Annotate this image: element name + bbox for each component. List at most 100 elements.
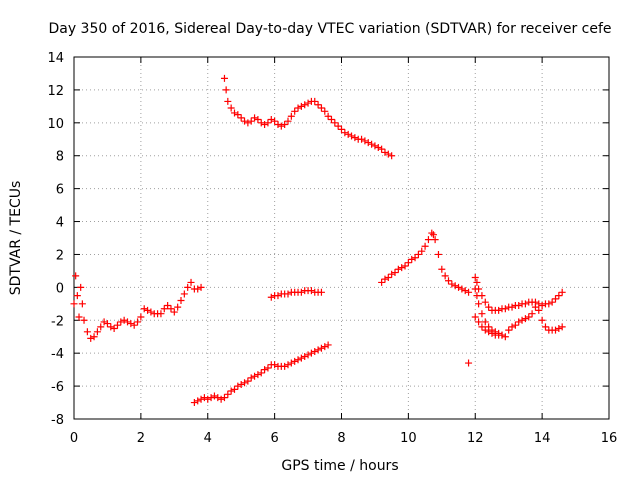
- data-point: [110, 325, 118, 332]
- x-tick-label: 16: [601, 431, 618, 446]
- y-tick-label: 2: [56, 248, 64, 263]
- data-point: [471, 313, 479, 321]
- data-point: [197, 395, 205, 403]
- data-point: [341, 129, 349, 137]
- y-tick-label: -4: [51, 347, 64, 362]
- x-tick-label: 4: [204, 431, 212, 446]
- data-point: [287, 359, 295, 367]
- data-point: [314, 346, 322, 354]
- data-point: [297, 288, 305, 296]
- data-point: [555, 325, 563, 332]
- tick-labels: 0 2 4 6 8 10 12 14 16 -8 -6 -4 -2 0 2 4 6 8 10 12 14: [47, 51, 617, 446]
- plot-frame: [73, 56, 610, 420]
- data-point: [224, 390, 232, 398]
- x-tick-label: 0: [70, 431, 78, 446]
- data-point: [244, 119, 252, 127]
- y-tick-label: 4: [56, 216, 64, 231]
- data-point: [381, 148, 389, 156]
- data-point: [528, 310, 536, 318]
- data-point: [304, 351, 312, 359]
- data-point: [314, 101, 322, 109]
- data-point: [404, 259, 412, 267]
- data-point: [297, 102, 305, 110]
- data-point: [237, 114, 245, 122]
- data-point: [170, 308, 178, 316]
- data-point: [103, 320, 111, 328]
- data-point: [107, 323, 115, 331]
- series-arc-1: [70, 272, 205, 342]
- data-point: [134, 318, 142, 326]
- data-point: [261, 120, 269, 128]
- data-point: [511, 321, 519, 329]
- data-point: [317, 104, 325, 112]
- data-point: [284, 117, 292, 125]
- series-arc-5: [378, 229, 473, 296]
- data-point: [381, 275, 389, 283]
- data-point: [455, 283, 463, 291]
- data-point: [210, 392, 218, 400]
- data-point: [495, 306, 503, 314]
- data-point: [167, 305, 175, 313]
- series-arc-6: [471, 273, 566, 314]
- data-point: [515, 301, 523, 309]
- data-point: [117, 318, 125, 326]
- data-point: [324, 112, 332, 120]
- data-point: [552, 326, 559, 334]
- data-point: [234, 382, 242, 390]
- data-point: [93, 328, 101, 336]
- data-point: [505, 326, 513, 334]
- data-point: [214, 394, 222, 402]
- series-arc-4: [267, 287, 325, 301]
- data-point: [478, 310, 486, 318]
- x-tick-label: 12: [467, 431, 484, 446]
- data-point: [73, 292, 81, 300]
- data-point: [398, 264, 406, 272]
- data-point: [545, 300, 553, 308]
- data-point: [418, 247, 426, 255]
- series-arc-2: [220, 74, 396, 160]
- data-point: [254, 371, 262, 379]
- data-point: [190, 399, 198, 407]
- data-points: [70, 74, 566, 407]
- data-point: [473, 278, 481, 286]
- data-point: [241, 117, 249, 125]
- grid: [74, 57, 609, 419]
- y-tick-label: -2: [51, 314, 64, 329]
- data-point: [271, 117, 279, 125]
- data-point: [344, 130, 352, 138]
- data-point: [364, 139, 372, 147]
- data-point: [301, 101, 309, 109]
- data-point: [251, 372, 259, 380]
- data-point: [227, 104, 235, 112]
- data-point: [137, 313, 145, 321]
- data-point: [411, 254, 419, 262]
- data-point: [368, 140, 376, 148]
- data-point: [388, 152, 396, 160]
- data-point: [535, 306, 543, 314]
- data-point: [284, 361, 292, 369]
- data-point: [113, 321, 121, 329]
- data-point: [317, 344, 325, 352]
- data-point: [301, 352, 309, 360]
- data-point: [237, 380, 245, 388]
- data-point: [271, 361, 279, 369]
- data-point: [465, 359, 473, 367]
- data-point: [287, 112, 295, 120]
- data-point: [558, 288, 566, 296]
- series-arc-3: [190, 341, 332, 407]
- data-point: [473, 292, 481, 300]
- x-axis-label: GPS time / hours: [281, 458, 398, 474]
- data-point: [187, 278, 195, 286]
- data-point: [324, 341, 332, 349]
- x-tick-label: 10: [400, 431, 417, 446]
- y-tick-label: -8: [51, 413, 64, 428]
- y-tick-label: 14: [47, 51, 64, 66]
- data-point: [321, 107, 329, 115]
- data-point: [508, 323, 516, 331]
- data-point: [197, 283, 205, 291]
- data-point: [535, 300, 543, 308]
- data-point: [80, 316, 88, 324]
- data-point: [254, 116, 262, 124]
- data-point: [478, 323, 486, 331]
- data-point: [267, 116, 275, 124]
